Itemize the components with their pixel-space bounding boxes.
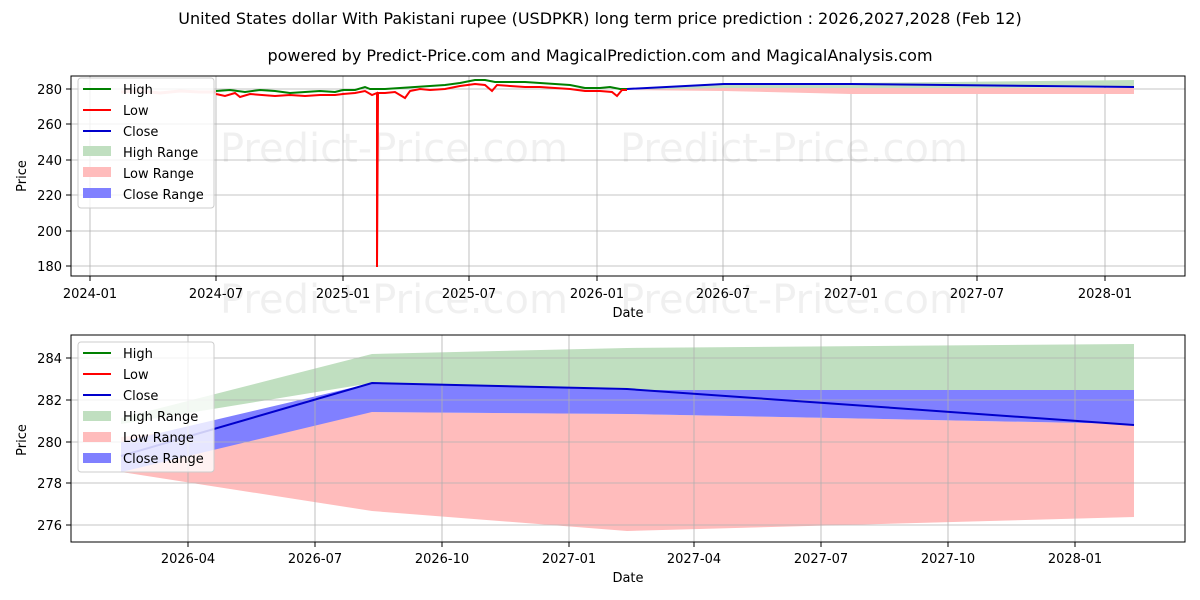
top-plot-area: [71, 76, 1185, 276]
svg-text:2027-07: 2027-07: [794, 552, 848, 567]
watermark-text: Predict-Price.com: [620, 277, 968, 323]
legend-low-range-label: Low Range: [123, 431, 194, 446]
chart-title: United States dollar With Pakistani rupe…: [178, 9, 1022, 28]
svg-text:2024-01: 2024-01: [63, 287, 117, 302]
bottom-axes-frame: [70, 334, 1186, 543]
svg-text:2026-10: 2026-10: [415, 552, 469, 567]
svg-text:2025-07: 2025-07: [442, 287, 496, 302]
top-axes-frame: [70, 75, 1186, 277]
top-y-axis-label: Price: [15, 160, 30, 192]
bottom-y-tick-labels: 284 282 280 278 276: [37, 352, 62, 534]
legend-high-range-label: High Range: [123, 146, 198, 161]
legend-close-label: Close: [123, 125, 158, 140]
top-y-ticks: [66, 88, 71, 267]
top-close-line: [626, 83, 1135, 90]
legend-close-range-swatch: [83, 188, 111, 198]
svg-text:276: 276: [37, 519, 62, 534]
top-x-ticks: [89, 276, 1106, 281]
top-x-axis-label: Date: [612, 306, 643, 321]
svg-text:2028-01: 2028-01: [1078, 287, 1132, 302]
bottom-high-range: [121, 344, 1134, 424]
legend-high-label: High: [123, 83, 153, 98]
legend-low-label: Low: [123, 104, 149, 119]
svg-text:180: 180: [37, 260, 62, 275]
svg-text:280: 280: [37, 83, 62, 98]
legend-low-range-swatch: [83, 432, 111, 442]
svg-text:220: 220: [37, 189, 62, 204]
svg-text:282: 282: [37, 394, 62, 409]
top-chart: Predict-Price.com Predict-Price.com Pred…: [15, 75, 1186, 323]
top-low-line: [215, 82, 627, 268]
svg-text:2026-07: 2026-07: [288, 552, 342, 567]
svg-text:2027-01: 2027-01: [824, 287, 878, 302]
legend-low-range-label: Low Range: [123, 167, 194, 182]
legend-high-label: High: [123, 347, 153, 362]
legend-close-label: Close: [123, 389, 158, 404]
chart-subtitle: powered by Predict-Price.com and Magical…: [267, 46, 933, 65]
bottom-close-line: [120, 381, 1135, 457]
bottom-close-range: [121, 383, 1134, 472]
svg-text:2025-01: 2025-01: [316, 287, 370, 302]
top-x-tick-labels: 2024-01 2024-07 2025-01 2025-07 2026-01 …: [63, 287, 1132, 302]
legend-box: [77, 77, 215, 209]
legend-low-label: Low: [123, 368, 149, 383]
legend-close-range-label: Close Range: [123, 188, 204, 203]
legend-low-range-swatch: [83, 167, 111, 177]
watermark-text: Predict-Price.com: [620, 126, 968, 172]
svg-text:280: 280: [37, 436, 62, 451]
svg-text:200: 200: [37, 225, 62, 240]
watermark-text: Predict-Price.com: [220, 126, 568, 172]
svg-text:2028-01: 2028-01: [1048, 552, 1102, 567]
svg-text:2026-07: 2026-07: [696, 287, 750, 302]
legend-box: [77, 341, 215, 473]
svg-text:2026-04: 2026-04: [161, 552, 215, 567]
svg-text:278: 278: [37, 477, 62, 492]
bottom-grid: [71, 335, 1185, 542]
bottom-y-ticks: [66, 357, 71, 526]
top-high-line: [215, 79, 627, 95]
svg-text:2024-07: 2024-07: [189, 287, 243, 302]
bottom-chart: 284 282 280 278 276 2026-04 2026-07 2026…: [15, 334, 1186, 586]
svg-text:2026-01: 2026-01: [570, 287, 624, 302]
svg-text:284: 284: [37, 352, 62, 367]
top-low-range: [627, 88, 1134, 94]
top-legend: High Low Close High Range Low Range Clos…: [77, 77, 215, 209]
legend-high-range-swatch: [83, 146, 111, 156]
svg-text:240: 240: [37, 154, 62, 169]
bottom-legend: High Low Close High Range Low Range Clos…: [77, 341, 215, 473]
svg-text:2027-07: 2027-07: [950, 287, 1004, 302]
svg-text:2027-10: 2027-10: [921, 552, 975, 567]
bottom-x-ticks: [187, 542, 1076, 547]
watermark-text: Predict-Price.com: [220, 277, 568, 323]
bottom-x-axis-label: Date: [612, 571, 643, 586]
svg-text:2027-04: 2027-04: [667, 552, 721, 567]
legend-close-range-label: Close Range: [123, 452, 204, 467]
legend-close-range-swatch: [83, 453, 111, 463]
svg-text:2027-01: 2027-01: [542, 552, 596, 567]
legend-high-range-swatch: [83, 411, 111, 421]
top-y-tick-labels: 280 260 240 220 200 180: [37, 83, 62, 275]
svg-text:260: 260: [37, 118, 62, 133]
bottom-y-axis-label: Price: [15, 424, 30, 456]
bottom-x-tick-labels: 2026-04 2026-07 2026-10 2027-01 2027-04 …: [161, 552, 1102, 567]
legend-high-range-label: High Range: [123, 410, 198, 425]
